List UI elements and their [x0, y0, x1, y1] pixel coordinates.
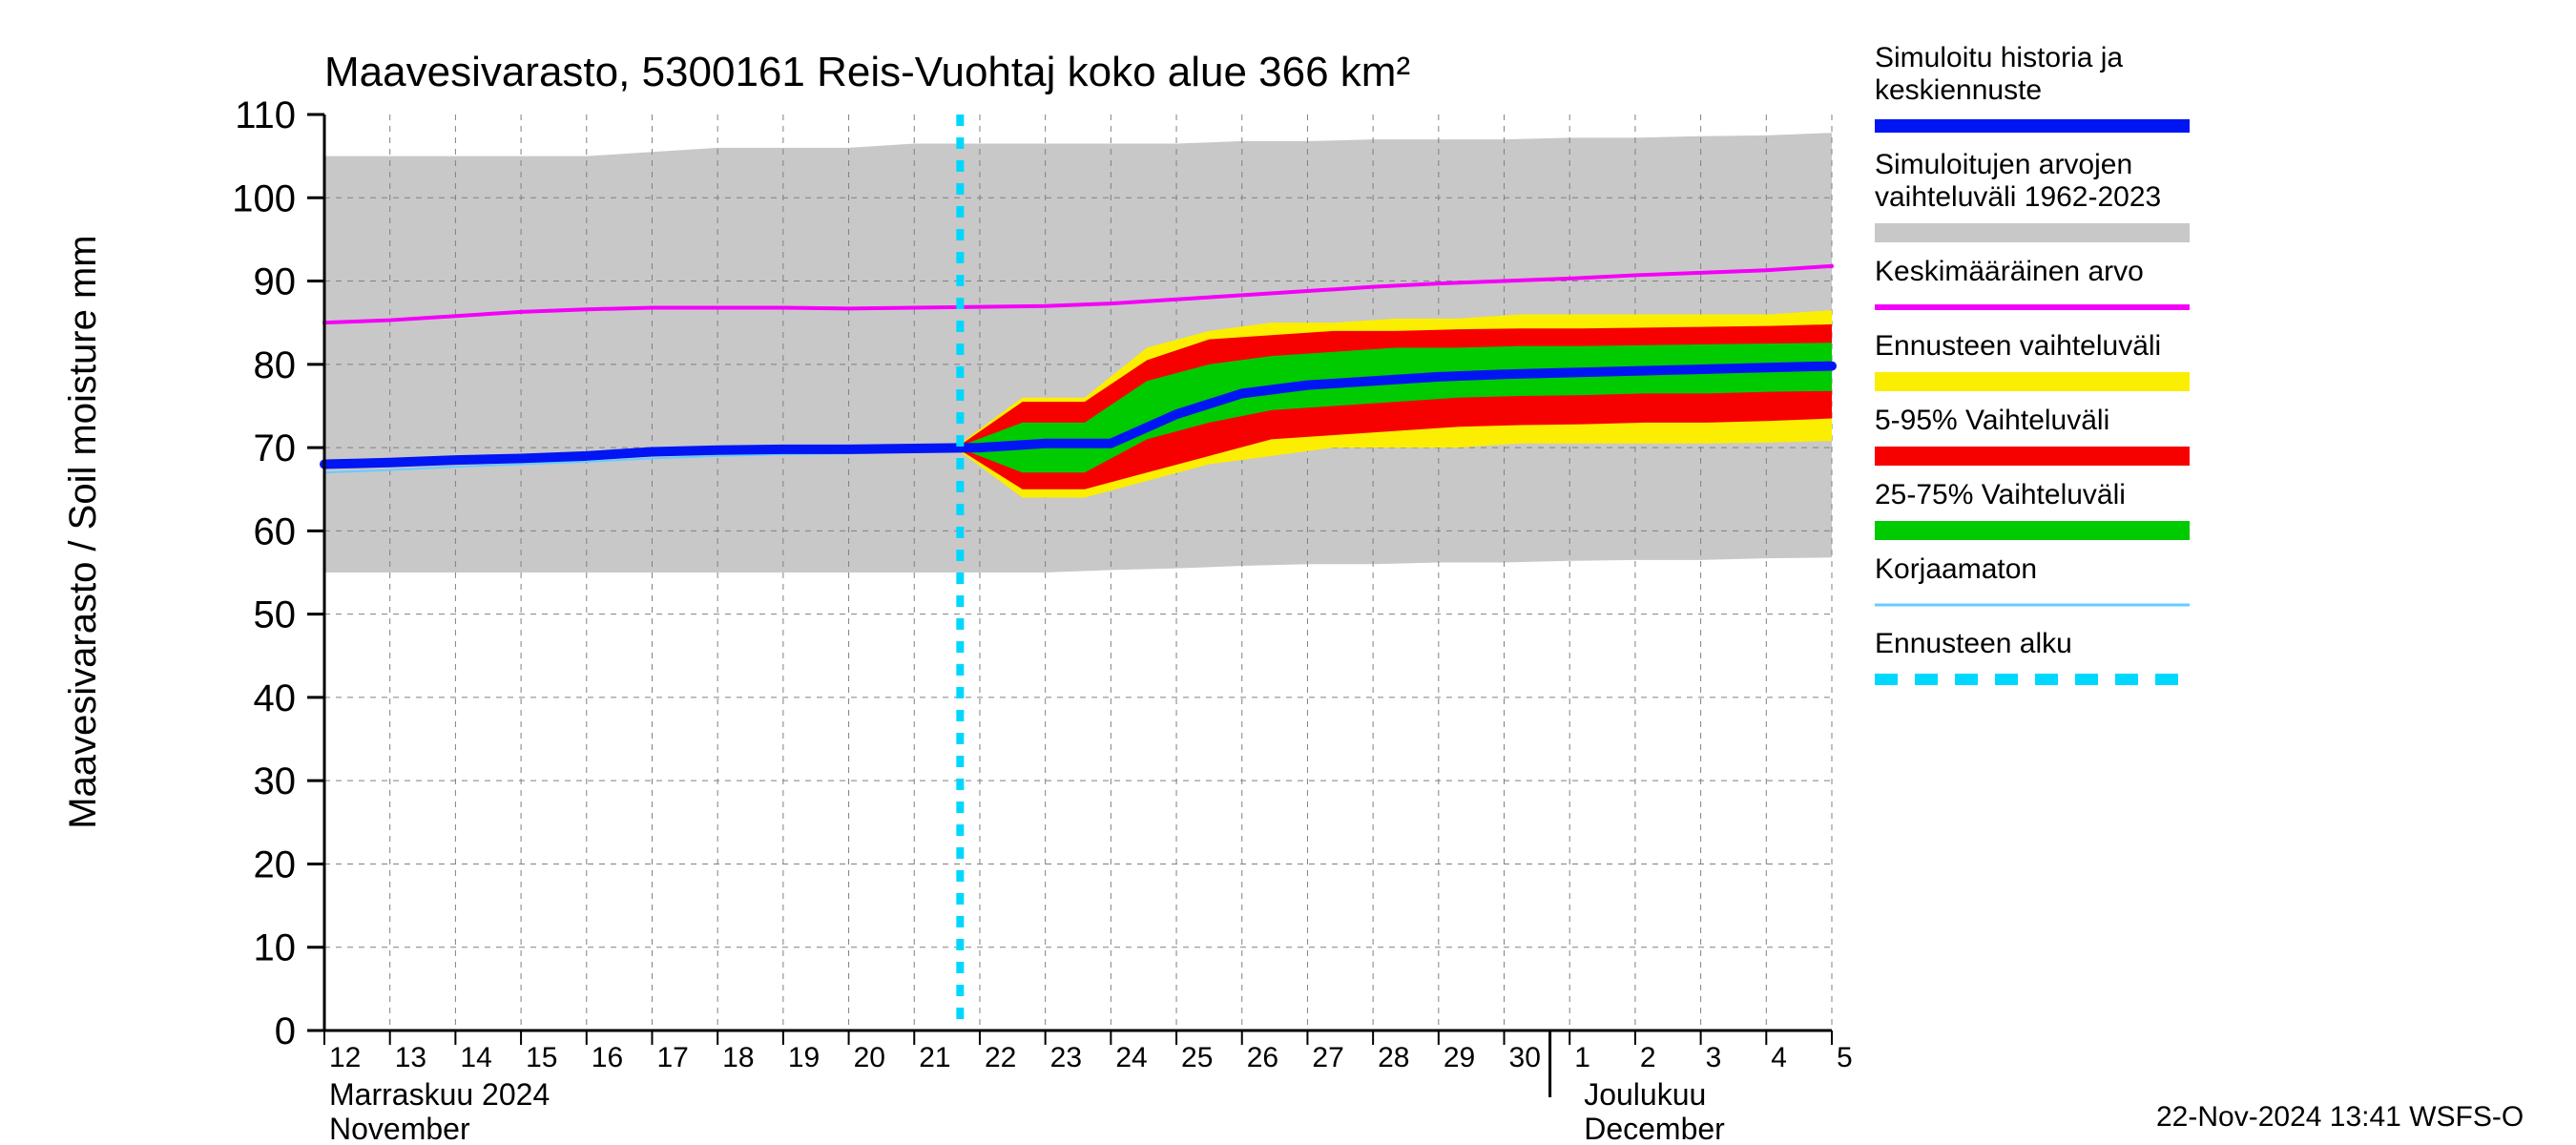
- month1-en: November: [329, 1112, 470, 1145]
- legend-item: Ennusteen alku: [1875, 628, 2190, 679]
- y-tick-label: 80: [254, 344, 297, 386]
- month2-en: December: [1584, 1112, 1725, 1145]
- x-tick-label: 23: [1050, 1042, 1082, 1073]
- x-tick-label: 13: [395, 1042, 426, 1073]
- legend-item: 25-75% Vaihteluväli: [1875, 479, 2190, 531]
- legend-label: Ennusteen alku: [1875, 628, 2072, 659]
- x-tick-label: 1: [1574, 1042, 1590, 1073]
- y-tick-label: 60: [254, 510, 297, 552]
- x-tick-label: 30: [1509, 1042, 1541, 1073]
- legend-label: vaihteluväli 1962-2023: [1875, 181, 2161, 213]
- legend-item: 5-95% Vaihteluväli: [1875, 405, 2190, 456]
- x-tick-label: 22: [985, 1042, 1016, 1073]
- legend-label: 25-75% Vaihteluväli: [1875, 479, 2126, 510]
- x-tick-label: 19: [788, 1042, 820, 1073]
- legend-label: 5-95% Vaihteluväli: [1875, 405, 2109, 436]
- x-tick-label: 17: [656, 1042, 688, 1073]
- y-tick-label: 20: [254, 843, 297, 885]
- soil-moisture-chart: 0102030405060708090100110121314151617181…: [0, 0, 2576, 1145]
- x-tick-label: 28: [1378, 1042, 1409, 1073]
- legend-item: Simuloitujen arvojenvaihteluväli 1962-20…: [1875, 149, 2190, 233]
- legend-label: Keskimääräinen arvo: [1875, 256, 2144, 287]
- legend-item: Simuloitu historia jakeskiennuste: [1875, 42, 2190, 126]
- legend-item: Keskimääräinen arvo: [1875, 256, 2190, 307]
- x-tick-label: 12: [329, 1042, 361, 1073]
- x-tick-label: 5: [1837, 1042, 1853, 1073]
- legend-label: Korjaamaton: [1875, 553, 2037, 585]
- legend-label: Simuloitujen arvojen: [1875, 149, 2132, 180]
- y-tick-label: 0: [275, 1010, 296, 1052]
- y-tick-label: 10: [254, 927, 297, 969]
- x-tick-label: 20: [854, 1042, 885, 1073]
- legend-item: Ennusteen vaihteluväli: [1875, 330, 2190, 382]
- legend-label: keskiennuste: [1875, 74, 2042, 106]
- x-tick-label: 21: [919, 1042, 950, 1073]
- x-tick-label: 24: [1115, 1042, 1147, 1073]
- x-tick-label: 3: [1706, 1042, 1722, 1073]
- footer-timestamp: 22-Nov-2024 13:41 WSFS-O: [2156, 1101, 2524, 1133]
- legend-label: Ennusteen vaihteluväli: [1875, 330, 2161, 362]
- x-tick-label: 18: [722, 1042, 754, 1073]
- y-tick-label: 110: [235, 94, 296, 136]
- x-tick-label: 4: [1771, 1042, 1787, 1073]
- legend-label: Simuloitu historia ja: [1875, 42, 2123, 73]
- x-tick-label: 15: [526, 1042, 557, 1073]
- x-tick-label: 29: [1444, 1042, 1475, 1073]
- x-tick-label: 14: [460, 1042, 491, 1073]
- x-tick-label: 2: [1640, 1042, 1656, 1073]
- chart-title: Maavesivarasto, 5300161 Reis-Vuohtaj kok…: [324, 49, 1410, 95]
- y-tick-label: 40: [254, 677, 297, 719]
- y-tick-label: 50: [254, 594, 297, 636]
- month2-fi: Joulukuu: [1584, 1077, 1706, 1112]
- x-tick-label: 27: [1312, 1042, 1343, 1073]
- x-tick-label: 25: [1181, 1042, 1213, 1073]
- y-tick-label: 100: [232, 177, 296, 219]
- y-tick-label: 30: [254, 760, 297, 802]
- x-tick-label: 16: [592, 1042, 623, 1073]
- y-tick-label: 90: [254, 261, 297, 303]
- y-tick-label: 70: [254, 427, 297, 469]
- x-tick-label: 26: [1247, 1042, 1278, 1073]
- legend-item: Korjaamaton: [1875, 553, 2190, 605]
- y-axis-label: Maavesivarasto / Soil moisture mm: [62, 235, 104, 828]
- month1-fi: Marraskuu 2024: [329, 1077, 550, 1112]
